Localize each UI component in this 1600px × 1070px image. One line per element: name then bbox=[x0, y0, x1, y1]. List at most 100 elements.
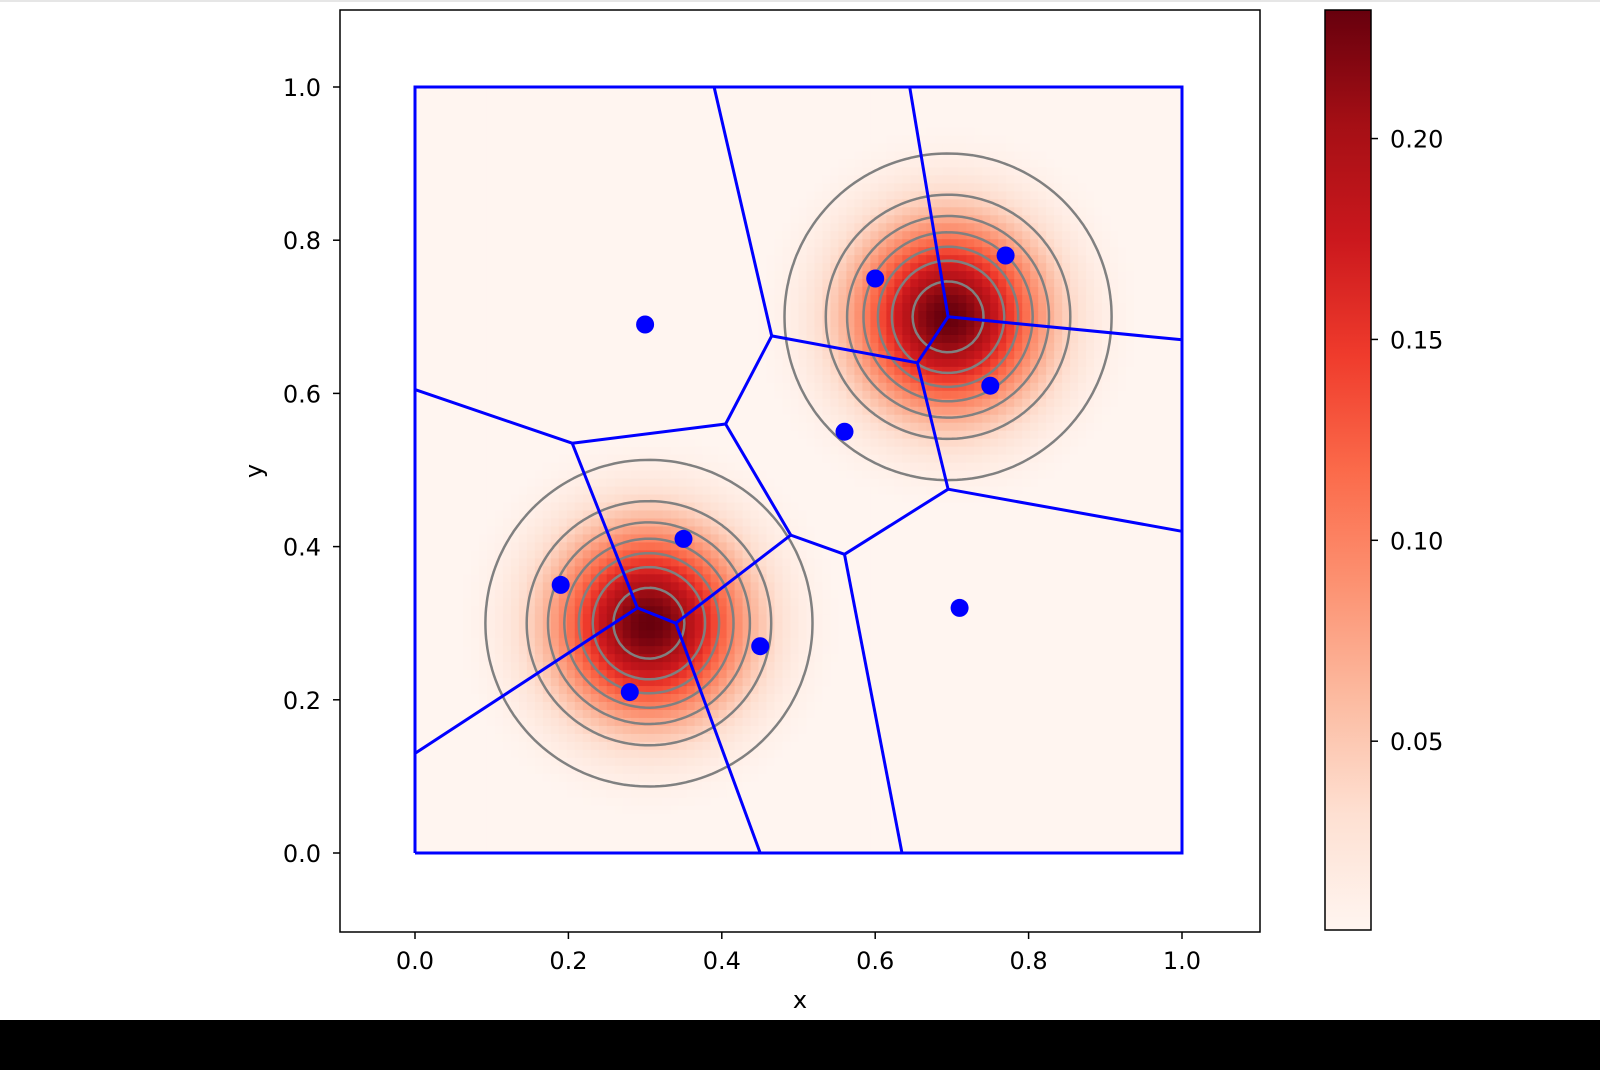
heatmap-cell bbox=[510, 549, 520, 559]
heatmap-cell bbox=[758, 773, 768, 782]
heatmap-cell bbox=[718, 741, 728, 750]
heatmap-cell bbox=[574, 398, 584, 407]
heatmap-cell bbox=[686, 845, 696, 854]
heatmap-cell bbox=[534, 87, 544, 96]
heatmap-cell bbox=[726, 533, 736, 543]
heatmap-cell bbox=[734, 765, 744, 774]
heatmap-cell bbox=[446, 366, 456, 375]
heatmap-cell bbox=[446, 462, 456, 471]
heatmap-cell bbox=[415, 541, 424, 551]
heatmap-cell bbox=[758, 477, 768, 487]
heatmap-cell bbox=[598, 653, 608, 663]
heatmap-cell bbox=[558, 661, 568, 671]
heatmap-cell bbox=[415, 198, 424, 208]
heatmap-cell bbox=[438, 541, 448, 551]
heatmap-cell bbox=[662, 430, 672, 439]
heatmap-cell bbox=[542, 318, 552, 327]
heatmap-cell bbox=[510, 206, 520, 216]
heatmap-cell bbox=[502, 294, 512, 304]
heatmap-cell bbox=[526, 597, 536, 607]
heatmap-cell bbox=[438, 454, 448, 463]
heatmap-cell bbox=[582, 430, 592, 439]
heatmap-cell bbox=[478, 541, 488, 551]
heatmap-cell bbox=[782, 493, 792, 503]
heatmap-cell bbox=[734, 446, 744, 455]
heatmap-cell bbox=[598, 286, 608, 296]
heatmap-cell bbox=[502, 358, 512, 367]
heatmap-cell bbox=[638, 142, 648, 152]
heatmap-cell bbox=[422, 198, 432, 208]
heatmap-cell bbox=[526, 230, 536, 240]
heatmap-cell bbox=[558, 733, 568, 742]
heatmap-cell bbox=[662, 693, 672, 702]
heatmap-cell bbox=[462, 845, 472, 854]
heatmap-cell bbox=[678, 462, 688, 471]
heatmap-cell bbox=[494, 366, 504, 375]
heatmap-cell bbox=[710, 629, 720, 639]
heatmap-cell bbox=[582, 645, 592, 655]
heatmap-cell bbox=[598, 326, 608, 335]
heatmap-cell bbox=[470, 254, 480, 264]
heatmap-cell bbox=[598, 765, 608, 774]
heatmap-cell bbox=[502, 845, 512, 854]
heatmap-cell bbox=[646, 230, 656, 240]
heatmap-cell bbox=[774, 182, 784, 192]
heatmap-cell bbox=[678, 422, 688, 431]
heatmap-cell bbox=[782, 565, 792, 575]
heatmap-cell bbox=[606, 422, 616, 431]
heatmap-cell bbox=[415, 749, 424, 758]
heatmap-cell bbox=[782, 653, 792, 663]
heatmap-cell bbox=[542, 230, 552, 240]
heatmap-cell bbox=[494, 773, 504, 782]
heatmap-cell bbox=[678, 797, 688, 806]
heatmap-cell bbox=[662, 653, 672, 663]
heatmap-cell bbox=[598, 398, 608, 407]
heatmap-cell bbox=[630, 118, 640, 128]
heatmap-cell bbox=[598, 390, 608, 399]
heatmap-cell bbox=[518, 326, 528, 335]
heatmap-cell bbox=[662, 462, 672, 471]
heatmap-cell bbox=[822, 589, 832, 599]
heatmap-cell bbox=[598, 637, 608, 647]
heatmap-cell bbox=[502, 182, 512, 192]
heatmap-cell bbox=[486, 230, 496, 240]
heatmap-cell bbox=[646, 246, 656, 256]
heatmap-cell bbox=[606, 517, 616, 527]
heatmap-cell bbox=[718, 797, 728, 806]
heatmap-cell bbox=[758, 685, 768, 695]
heatmap-cell bbox=[566, 693, 576, 702]
heatmap-cell bbox=[798, 637, 808, 647]
heatmap-cell bbox=[494, 358, 504, 367]
heatmap-cell bbox=[446, 222, 456, 232]
heatmap-cell bbox=[550, 150, 560, 160]
heatmap-cell bbox=[686, 110, 696, 120]
heatmap-cell bbox=[638, 725, 648, 734]
heatmap-cell bbox=[750, 174, 760, 184]
heatmap-cell bbox=[822, 645, 832, 655]
heatmap-cell bbox=[726, 565, 736, 575]
heatmap-cell bbox=[702, 246, 712, 256]
heatmap-cell bbox=[606, 541, 616, 551]
heatmap-cell bbox=[478, 525, 488, 535]
heatmap-cell bbox=[822, 477, 832, 487]
heatmap-cell bbox=[630, 390, 640, 399]
heatmap-cell bbox=[662, 669, 672, 679]
heatmap-cell bbox=[486, 87, 496, 96]
heatmap-cell bbox=[702, 805, 712, 814]
heatmap-cell bbox=[710, 709, 720, 718]
heatmap-cell bbox=[782, 302, 792, 312]
heatmap-cell bbox=[422, 310, 432, 319]
heatmap-cell bbox=[686, 126, 696, 136]
heatmap-cell bbox=[798, 773, 808, 782]
heatmap-cell bbox=[814, 87, 824, 96]
heatmap-cell bbox=[814, 382, 824, 391]
heatmap-cell bbox=[806, 214, 816, 224]
heatmap-cell bbox=[702, 310, 712, 319]
heatmap-cell bbox=[494, 302, 504, 312]
heatmap-cell bbox=[598, 422, 608, 431]
heatmap-cell bbox=[478, 725, 488, 734]
heatmap-cell bbox=[622, 134, 632, 144]
heatmap-cell bbox=[542, 541, 552, 551]
heatmap-cell bbox=[662, 789, 672, 798]
heatmap-cell bbox=[486, 645, 496, 655]
